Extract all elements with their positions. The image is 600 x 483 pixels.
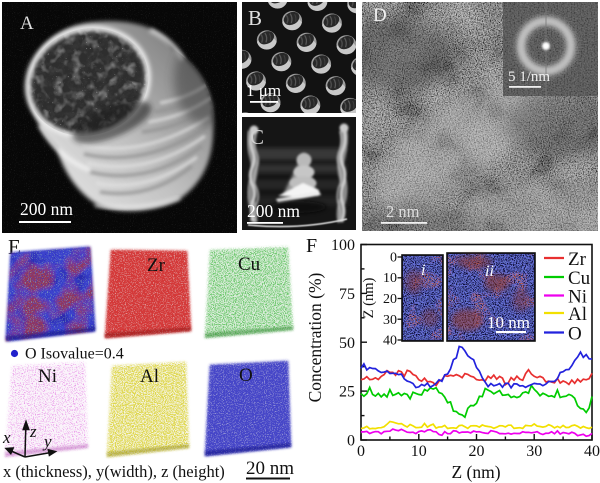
svg-text:Cu: Cu (238, 254, 261, 275)
svg-text:30: 30 (383, 313, 397, 328)
svg-text:5 1/nm: 5 1/nm (508, 69, 550, 85)
svg-text:Concentration (%): Concentration (%) (305, 272, 325, 402)
svg-text:Ni: Ni (38, 366, 57, 387)
svg-text:Z (nm): Z (nm) (451, 462, 500, 482)
svg-text:75: 75 (339, 286, 355, 303)
svg-text:10: 10 (411, 443, 427, 460)
svg-text:40: 40 (584, 443, 600, 460)
svg-text:10: 10 (383, 271, 397, 286)
svg-text:Cu: Cu (568, 268, 591, 289)
svg-text:25: 25 (339, 384, 355, 401)
svg-text:100: 100 (331, 237, 355, 254)
svg-text:200 nm: 200 nm (20, 199, 73, 219)
svg-text:0: 0 (347, 433, 355, 450)
svg-text:0: 0 (390, 251, 397, 266)
svg-text:ii: ii (485, 263, 494, 280)
svg-text:i: i (421, 262, 425, 279)
svg-text:20 nm: 20 nm (246, 458, 294, 479)
svg-text:O Isovalue=0.4: O Isovalue=0.4 (25, 346, 124, 363)
svg-text:Zr: Zr (147, 255, 166, 276)
svg-text:x: x (2, 428, 11, 447)
svg-text:40: 40 (383, 334, 397, 349)
svg-text:50: 50 (339, 335, 355, 352)
svg-text:z: z (29, 422, 37, 441)
svg-text:Z (nm): Z (nm) (361, 277, 377, 318)
svg-text:C: C (250, 125, 264, 149)
svg-text:x (thickness), y(width), z (he: x (thickness), y(width), z (height) (3, 462, 225, 481)
svg-text:F: F (306, 235, 317, 257)
svg-text:20: 20 (469, 443, 485, 460)
svg-text:A: A (20, 13, 34, 34)
svg-text:B: B (248, 6, 262, 30)
svg-text:30: 30 (526, 443, 542, 460)
svg-text:Al: Al (140, 366, 159, 387)
svg-text:0: 0 (357, 443, 365, 460)
svg-text:Al: Al (568, 304, 587, 325)
svg-text:y: y (42, 432, 52, 451)
svg-text:200 nm: 200 nm (247, 201, 300, 221)
svg-text:20: 20 (383, 292, 397, 307)
svg-text:O: O (239, 365, 253, 386)
svg-text:D: D (373, 5, 387, 26)
svg-text:Zr: Zr (568, 249, 587, 270)
svg-text:O: O (568, 324, 582, 345)
svg-text:2 nm: 2 nm (386, 202, 420, 221)
svg-text:1 μm: 1 μm (246, 81, 281, 100)
svg-text:10 nm: 10 nm (487, 313, 530, 332)
svg-text:Ni: Ni (568, 287, 587, 308)
